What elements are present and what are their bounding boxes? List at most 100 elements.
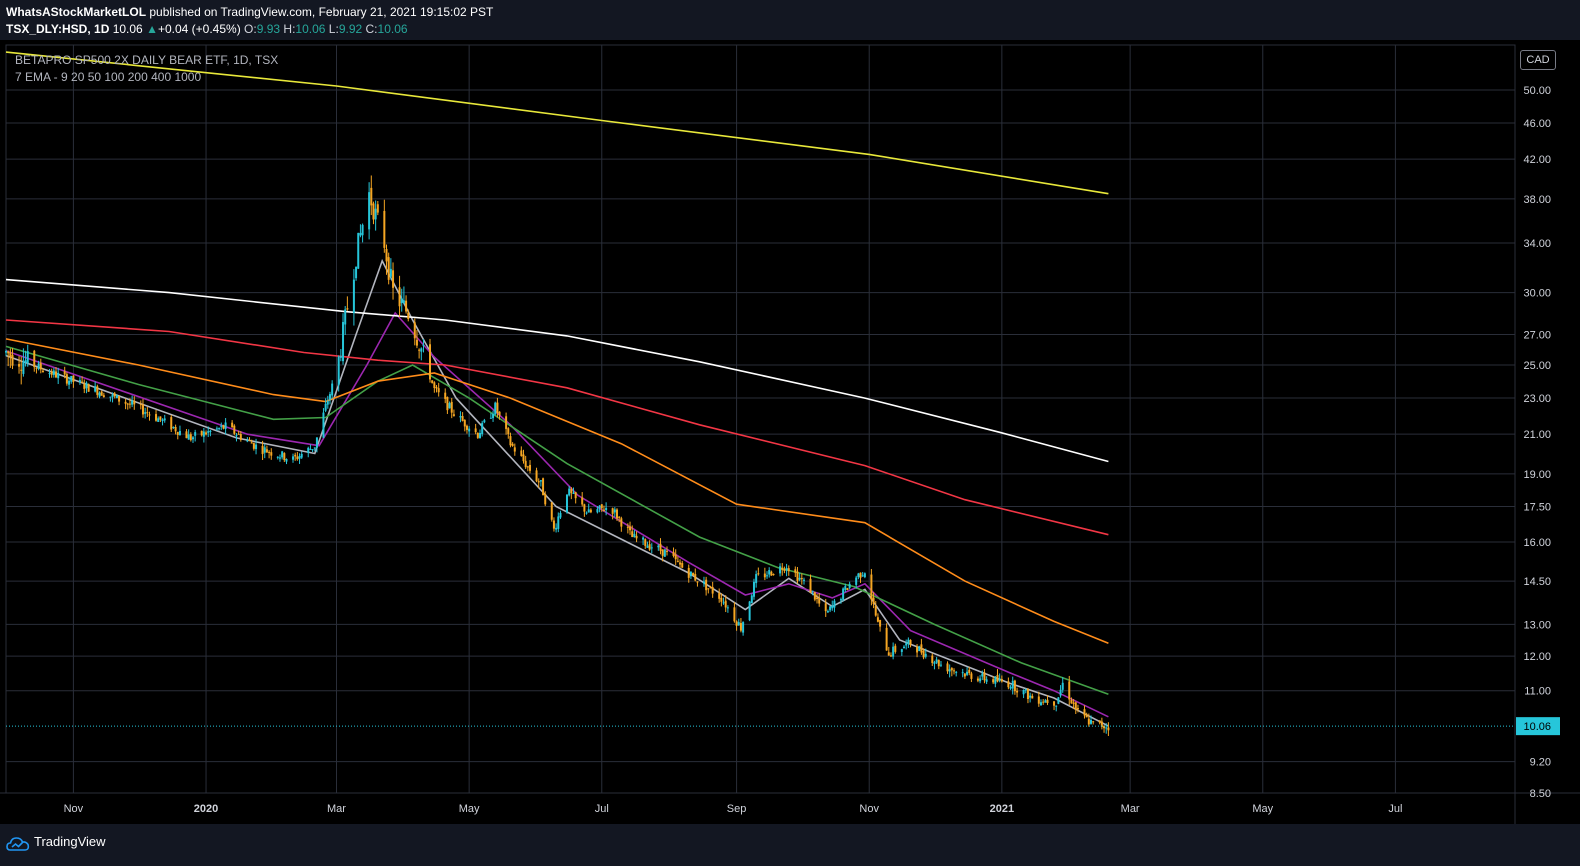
candle-body (905, 643, 908, 646)
candle-body (468, 428, 471, 432)
candle-body (968, 669, 971, 674)
candle-body (359, 232, 362, 236)
candle-body (489, 417, 492, 419)
candle-body (352, 279, 355, 313)
candle-body (644, 539, 647, 546)
candle-body (368, 192, 371, 230)
candle-body (511, 443, 514, 446)
candle-body (148, 414, 151, 416)
candle-body (631, 531, 634, 538)
candle-body (920, 644, 923, 653)
candle-body (1007, 681, 1010, 688)
candle-body (176, 432, 179, 435)
candle-body (998, 678, 1001, 681)
candle-body (255, 444, 258, 450)
candle-body (568, 488, 571, 496)
candle-body (829, 606, 832, 611)
candle-body (392, 270, 395, 288)
candle-body (170, 417, 173, 430)
candle-body (520, 450, 523, 456)
candle-body (9, 352, 12, 357)
candle-body (465, 425, 468, 430)
candle-body (218, 428, 221, 430)
candle-body (818, 598, 821, 604)
candle-body (707, 588, 710, 590)
candle-body (722, 602, 725, 604)
candle-body (963, 673, 966, 677)
candle-body (437, 388, 440, 393)
candle-body (187, 434, 190, 440)
y-tick-label: 23.00 (1523, 393, 1551, 405)
chart-legend-title[interactable]: BETAPRO SP500 2X DAILY BEAR ETF, 1D, TSX (15, 53, 279, 67)
close-value: 10.06 (377, 22, 408, 36)
symbol-line: TSX_DLY:HSD, 1D 10.06 ▲+0.04 (+0.45%) O:… (6, 22, 408, 36)
candle-body (768, 570, 771, 575)
candle-body (726, 607, 729, 609)
candle-body (81, 381, 84, 383)
candle-body (109, 396, 112, 398)
candle-body (383, 210, 386, 248)
x-tick-label: May (459, 803, 480, 815)
candle-body (996, 674, 999, 682)
candle-body (737, 622, 740, 626)
candle-body (63, 371, 66, 375)
candle-body (572, 492, 575, 494)
candle-body (831, 605, 834, 609)
candle-body (842, 588, 845, 600)
candle-body (1044, 700, 1047, 703)
candle-body (376, 204, 379, 213)
candle-body (874, 605, 877, 616)
candle-body (824, 603, 827, 612)
x-tick-label: Mar (1121, 803, 1140, 815)
candle-body (357, 232, 360, 269)
candle-body (659, 543, 662, 551)
candle-body (709, 586, 712, 588)
candle-body (313, 447, 316, 449)
candle-body (346, 308, 349, 310)
candle-body (748, 601, 751, 621)
candle-body (172, 426, 175, 428)
open-label: O: (244, 22, 257, 36)
candle-body (872, 597, 875, 604)
tradingview-cloud-icon[interactable] (6, 834, 30, 854)
ema-line-ema-400[interactable] (5, 278, 1109, 463)
author-name[interactable]: WhatsAStockMarketLOL (6, 5, 147, 19)
ema-line-ema-1000[interactable] (5, 51, 1109, 195)
candle-body (1092, 721, 1095, 723)
candle-body (24, 360, 27, 363)
candle-body (816, 597, 819, 600)
candle-body (846, 588, 849, 590)
candle-body (11, 355, 14, 366)
candle-body (787, 568, 790, 572)
candle-body (948, 669, 951, 672)
candle-body (207, 431, 210, 433)
tradingview-brand[interactable]: TradingView (34, 834, 106, 849)
candle-body (415, 339, 418, 346)
candle-body (55, 371, 58, 378)
candle-body (261, 445, 264, 455)
candle-body (679, 562, 682, 565)
ema-line-ema-50[interactable] (5, 345, 1109, 696)
indicator-legend[interactable]: 7 EMA - 9 20 50 100 200 400 1000 (15, 70, 202, 84)
candle-body (642, 537, 645, 540)
ema-line-ema-200[interactable] (5, 319, 1109, 536)
candle-body (1011, 680, 1014, 689)
candle-body (763, 573, 766, 578)
candle-body (1000, 679, 1003, 682)
candle-body (1029, 695, 1032, 698)
candle-body (276, 456, 279, 458)
candle-body (966, 671, 969, 675)
candle-body (422, 344, 425, 346)
ema-line-ema-100[interactable] (5, 338, 1109, 644)
candle-body (163, 418, 166, 421)
candle-body (98, 392, 101, 397)
candle-body (85, 382, 88, 389)
candle-body (315, 437, 318, 448)
candle-body (35, 367, 38, 369)
candle-body (452, 414, 455, 416)
candle-body (133, 400, 136, 405)
candle-body (309, 448, 312, 450)
candle-body (355, 266, 358, 279)
currency-button[interactable]: CAD (1520, 50, 1556, 70)
